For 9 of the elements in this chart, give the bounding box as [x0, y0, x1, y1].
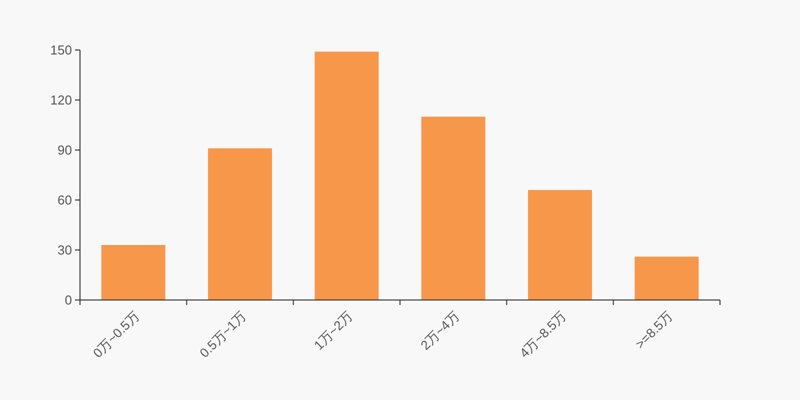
x-tick-label: 0.5万~1万 [196, 308, 249, 361]
y-tick-label: 120 [50, 92, 72, 108]
x-tick-label: 2万~4万 [418, 308, 462, 353]
y-tick-label: 60 [58, 192, 72, 208]
y-tick-label: 90 [58, 142, 72, 158]
y-tick-label: 30 [58, 242, 72, 258]
y-tick-label: 150 [50, 42, 72, 58]
y-tick-label: 0 [64, 292, 72, 308]
x-tick-label: 1万~2万 [310, 308, 356, 353]
